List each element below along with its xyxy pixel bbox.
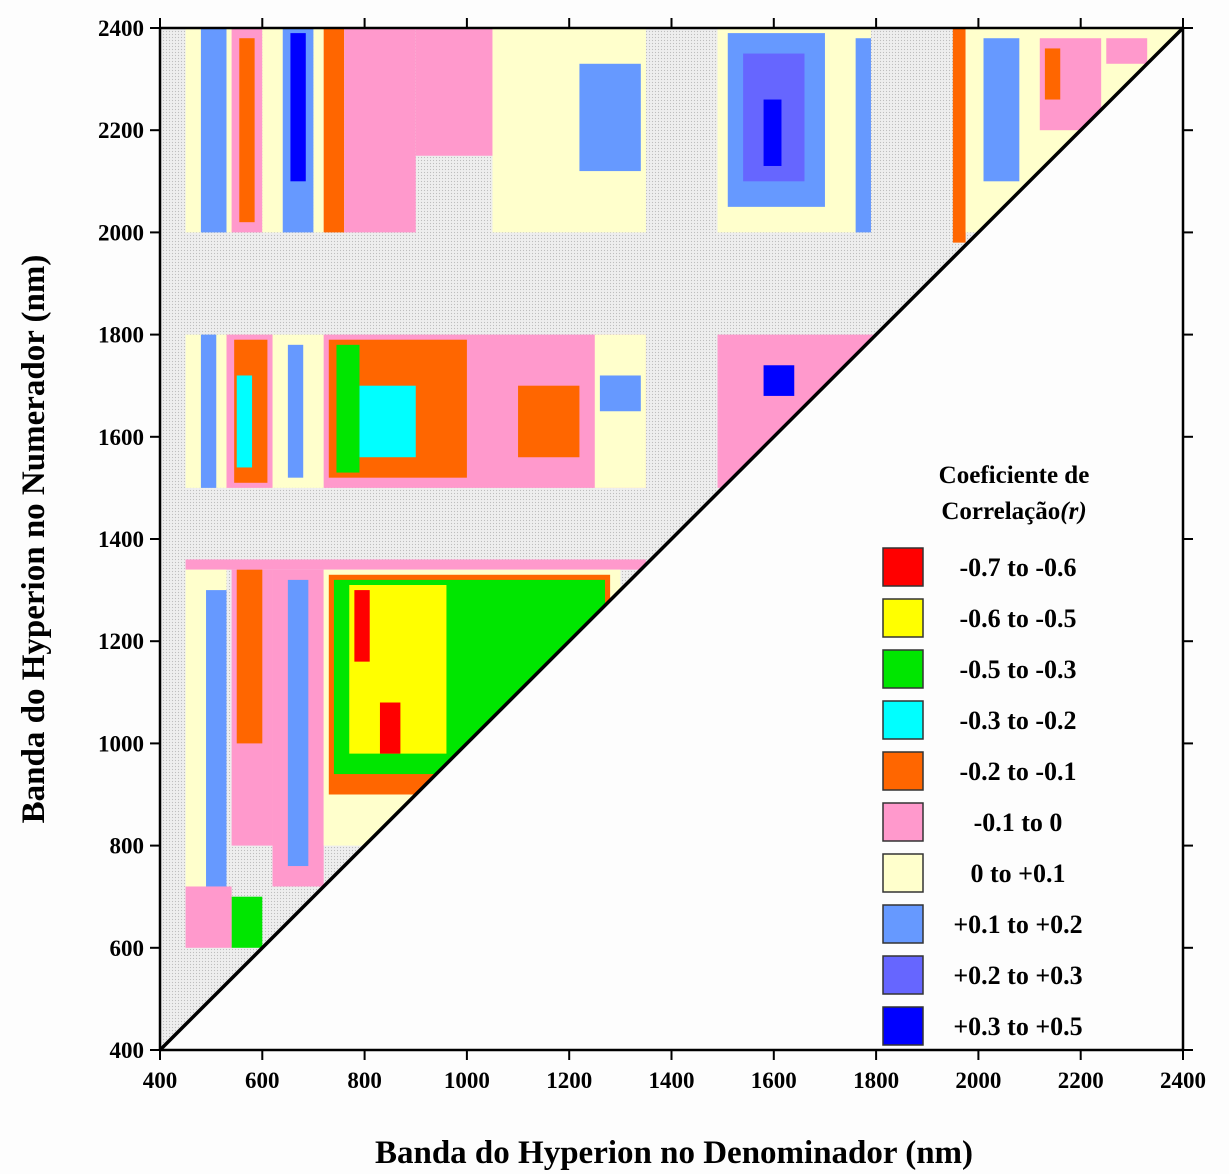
legend-swatch [882, 700, 924, 740]
y-tick-label: 2000 [98, 220, 144, 245]
heatmap-cell-13 [579, 63, 641, 172]
heatmap-cell-35 [518, 385, 580, 458]
heatmap-cell-54 [185, 886, 232, 948]
heatmap-cell-34 [359, 385, 416, 458]
heatmap-cell-26 [200, 334, 217, 488]
legend-title-symbol: (r) [1060, 498, 1086, 525]
heatmap-cell-1 [200, 28, 227, 233]
y-tick-label: 1000 [98, 731, 144, 756]
heatmap-cell-7 [290, 33, 306, 182]
legend-swatch [882, 751, 924, 791]
legend-label: +0.3 to +0.5 [953, 1012, 1082, 1041]
legend-swatch [882, 853, 924, 893]
heatmap-cell-37 [599, 375, 641, 412]
legend-label: -0.7 to -0.6 [960, 553, 1077, 582]
diagonal-line [158, 26, 1185, 1052]
legend-title-line2: Correlação(r) [941, 498, 1086, 525]
y-tick-label: 400 [110, 1038, 145, 1063]
y-tick-label: 1800 [98, 323, 144, 348]
legend-title-word: Correlação [941, 498, 1060, 525]
x-tick-label: 1200 [546, 1068, 592, 1093]
heatmap-cell-18 [855, 38, 871, 233]
y-tick-label: 2400 [98, 16, 144, 41]
x-tick-label: 2200 [1058, 1068, 1104, 1093]
heatmap-cell-33 [336, 344, 360, 473]
legend-swatch [882, 598, 924, 638]
y-tick-label: 1400 [98, 527, 144, 552]
heatmap-cell-5 [262, 28, 283, 233]
heatmap-cell-29 [236, 375, 253, 468]
legend-swatch [882, 955, 924, 995]
y-tick-label: 800 [110, 834, 145, 859]
heatmap-cell-42 [206, 590, 227, 887]
y-tick-label: 2200 [98, 118, 144, 143]
legend-label: +0.2 to +0.3 [953, 961, 1082, 990]
legend-swatch [882, 904, 924, 944]
x-axis-title: Banda do Hyperion no Denominador (nm) [375, 1135, 973, 1171]
x-tick-label: 1000 [444, 1068, 490, 1093]
heatmap-cell-21 [983, 38, 1020, 182]
legend-swatch [882, 547, 924, 587]
x-tick-label: 1400 [649, 1068, 695, 1093]
legend-label: -0.5 to -0.3 [960, 655, 1077, 684]
heatmap-cell-23 [1044, 48, 1061, 100]
y-tick-label: 1600 [98, 425, 144, 450]
x-tick-label: 1800 [853, 1068, 899, 1093]
legend-label: -0.2 to -0.1 [960, 757, 1077, 786]
heatmap-cell-0 [185, 28, 201, 233]
x-tick-label: 1600 [751, 1068, 797, 1093]
x-tick-label: 2000 [955, 1068, 1001, 1093]
heatmap-cell-44 [236, 569, 263, 744]
y-axis-title: Banda do Hyperion no Numerador (nm) [16, 255, 52, 824]
legend-swatch [882, 802, 924, 842]
heatmap-cell-53 [231, 896, 263, 948]
heatmap-cell-11 [415, 28, 493, 156]
y-tick-label: 600 [110, 936, 145, 961]
legend-swatch [882, 649, 924, 689]
heatmap-cell-4 [239, 38, 255, 223]
heatmap-cell-46 [287, 579, 309, 867]
legend: Coeficiente de Correlação(r) -0.7 to -0.… [882, 462, 1090, 1046]
heatmap-cell-2 [226, 28, 232, 233]
heatmap-cell-30 [287, 344, 304, 478]
heatmap-cell-10 [344, 28, 416, 233]
heatmap-cell-39 [763, 365, 795, 396]
heatmap-cell-40 [185, 559, 646, 570]
legend-title-line1: Coeficiente de [939, 462, 1090, 489]
heatmap-cell-52 [379, 702, 401, 754]
legend-label: 0 to +0.1 [971, 859, 1066, 888]
legend-swatch [882, 1006, 924, 1046]
x-tick-label: 800 [347, 1068, 382, 1093]
heatmap-cell-19 [952, 28, 966, 243]
legend-label: -0.6 to -0.5 [960, 604, 1077, 633]
legend-label: +0.1 to +0.2 [953, 910, 1082, 939]
y-tick-label: 1200 [98, 629, 144, 654]
legend-label: -0.1 to 0 [974, 808, 1063, 837]
heatmap-cell-8 [313, 28, 324, 233]
heatmap-cell-9 [323, 28, 345, 233]
x-tick-label: 400 [143, 1068, 178, 1093]
heatmap-cell-24 [1106, 38, 1148, 64]
x-tick-label: 2400 [1160, 1068, 1206, 1093]
x-tick-label: 600 [245, 1068, 280, 1093]
legend-label: -0.3 to -0.2 [960, 706, 1077, 735]
heatmap-cell-51 [354, 590, 370, 662]
heatmap-cell-17 [763, 99, 782, 166]
